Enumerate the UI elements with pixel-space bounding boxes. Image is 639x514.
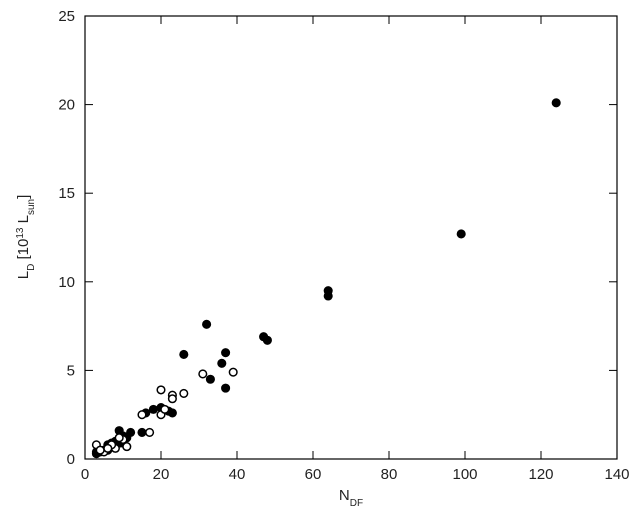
x-tick-label: 120 [528,466,553,483]
x-tick-label: 80 [381,466,398,483]
label-part: DF [350,498,363,509]
x-tick-label: 20 [153,466,170,483]
label-part: ] [15,195,32,199]
point [221,383,231,393]
label-part: N [339,487,350,504]
point [145,427,155,437]
point [221,348,231,358]
point [137,410,147,420]
point [95,445,105,455]
x-tick-label: 40 [229,466,246,483]
point [456,229,466,239]
label-part: L [15,215,32,228]
y-axis-label: LD [1013 Lsun] [15,195,37,280]
point [137,427,147,437]
point [114,433,124,443]
point [160,404,170,414]
y-tick-label: 15 [58,185,75,202]
point [167,394,177,404]
x-tick-label: 100 [452,466,477,483]
x-tick-label: 60 [305,466,322,483]
point [202,319,212,329]
y-tick-label: 5 [67,362,75,379]
point [262,335,272,345]
y-tick-label: 25 [58,8,75,25]
label-part: 13 [15,227,26,239]
point [205,374,215,384]
point [323,291,333,301]
point [156,385,166,395]
point [217,358,227,368]
plot-frame [84,15,618,460]
point [551,98,561,108]
x-tick-label: 0 [81,466,89,483]
point [198,369,208,379]
x-axis-label: NDF [339,487,363,509]
point [228,367,238,377]
point [122,442,132,452]
point [179,388,189,398]
point [148,404,158,414]
label-part: [10 [15,239,32,264]
point [103,443,113,453]
label-part: D [26,264,37,271]
label-part: sun [26,199,37,215]
x-tick-label: 140 [604,466,629,483]
y-tick-label: 0 [67,451,75,468]
y-tick-label: 10 [58,274,75,291]
point [179,349,189,360]
label-part: L [15,271,32,279]
point [167,408,177,418]
y-tick-label: 20 [58,97,75,114]
